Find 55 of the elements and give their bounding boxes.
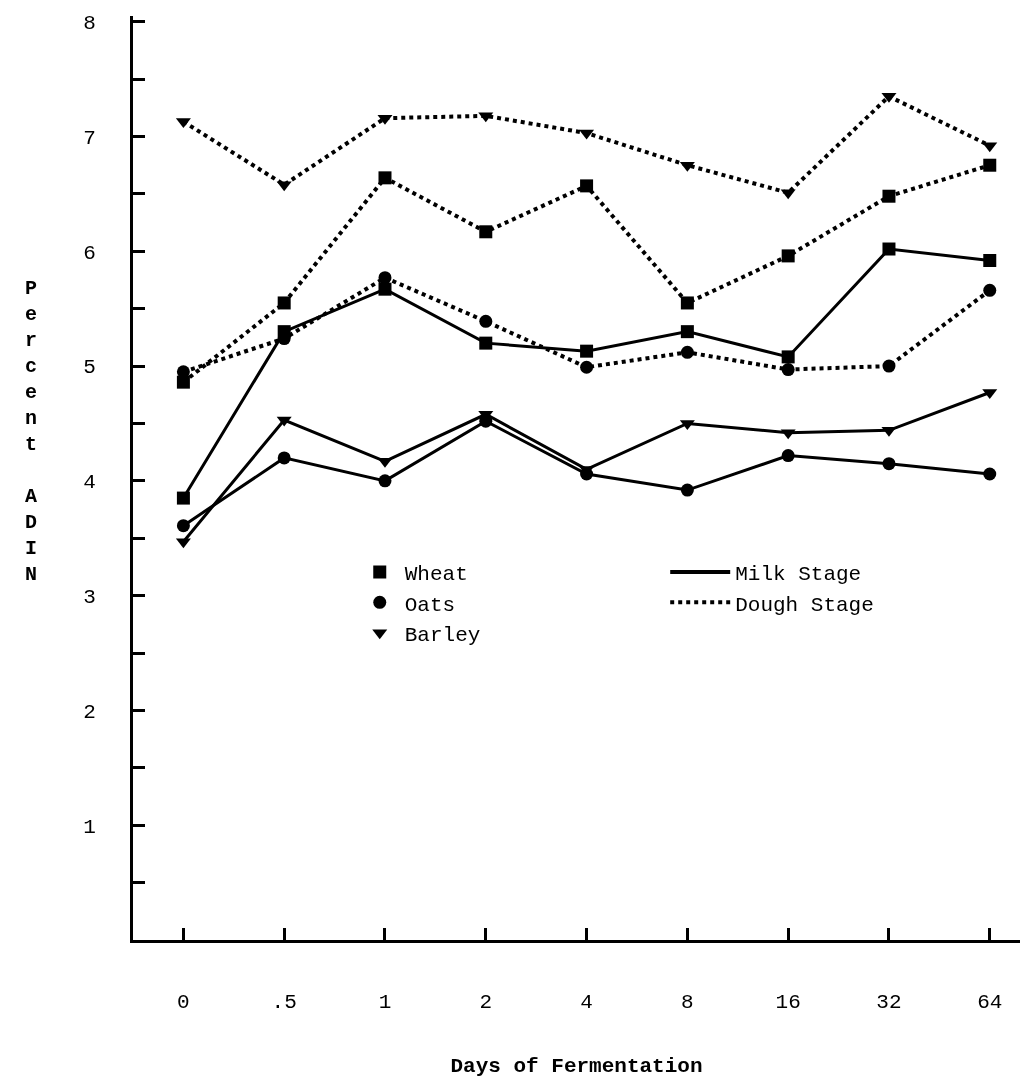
text: Percent ADIN xyxy=(25,277,38,586)
point xyxy=(983,158,997,172)
point xyxy=(176,519,190,533)
x-tick-label: 8 xyxy=(681,991,694,1015)
annotation: Dough Stage xyxy=(735,593,874,617)
point xyxy=(781,249,795,263)
point xyxy=(176,491,190,505)
point xyxy=(479,225,493,239)
point xyxy=(781,449,795,463)
point xyxy=(983,283,997,297)
x-axis-title: Days of Fermentation xyxy=(450,1055,703,1079)
point xyxy=(680,296,694,310)
x-tick-label: 64 xyxy=(977,991,1003,1015)
y-tick-label: 8 xyxy=(83,12,96,36)
point xyxy=(882,457,896,471)
point xyxy=(277,296,291,310)
y-tick-label: 4 xyxy=(83,471,96,495)
point xyxy=(882,242,896,256)
point xyxy=(479,336,493,350)
x-tick-label: 16 xyxy=(775,991,801,1015)
legend-label: Wheat xyxy=(404,563,468,587)
point xyxy=(680,483,694,497)
legend-label: Barley xyxy=(404,623,481,647)
point xyxy=(378,271,392,285)
point xyxy=(781,363,795,377)
point xyxy=(983,253,997,267)
point xyxy=(882,359,896,373)
point xyxy=(580,344,594,358)
y-tick-label: 5 xyxy=(83,356,96,380)
x-tick-label: 0 xyxy=(177,991,190,1015)
point xyxy=(176,375,190,389)
point xyxy=(378,282,392,296)
y-tick-label: 7 xyxy=(83,126,96,150)
x-tick-label: 2 xyxy=(479,991,493,1015)
y-tick-label: 3 xyxy=(83,586,96,609)
x-tick-label: 1 xyxy=(378,991,392,1015)
y-tick-label: 6 xyxy=(83,241,96,265)
point xyxy=(680,325,694,339)
point xyxy=(378,171,392,185)
point xyxy=(378,474,392,488)
legend-label: Oats xyxy=(404,593,456,617)
annotation: Milk Stage xyxy=(735,563,862,587)
point xyxy=(882,189,896,203)
point xyxy=(781,350,795,364)
point xyxy=(580,360,594,374)
y-tick-label: 1 xyxy=(83,815,96,839)
x-tick-label: 4 xyxy=(580,991,593,1015)
x-tick-label: .5 xyxy=(271,991,297,1015)
point xyxy=(580,179,594,193)
x-tick-label: 32 xyxy=(876,991,902,1015)
point xyxy=(277,451,291,465)
point xyxy=(680,345,694,359)
point xyxy=(479,314,493,328)
y-tick-label: 2 xyxy=(83,700,96,724)
point xyxy=(983,467,997,481)
